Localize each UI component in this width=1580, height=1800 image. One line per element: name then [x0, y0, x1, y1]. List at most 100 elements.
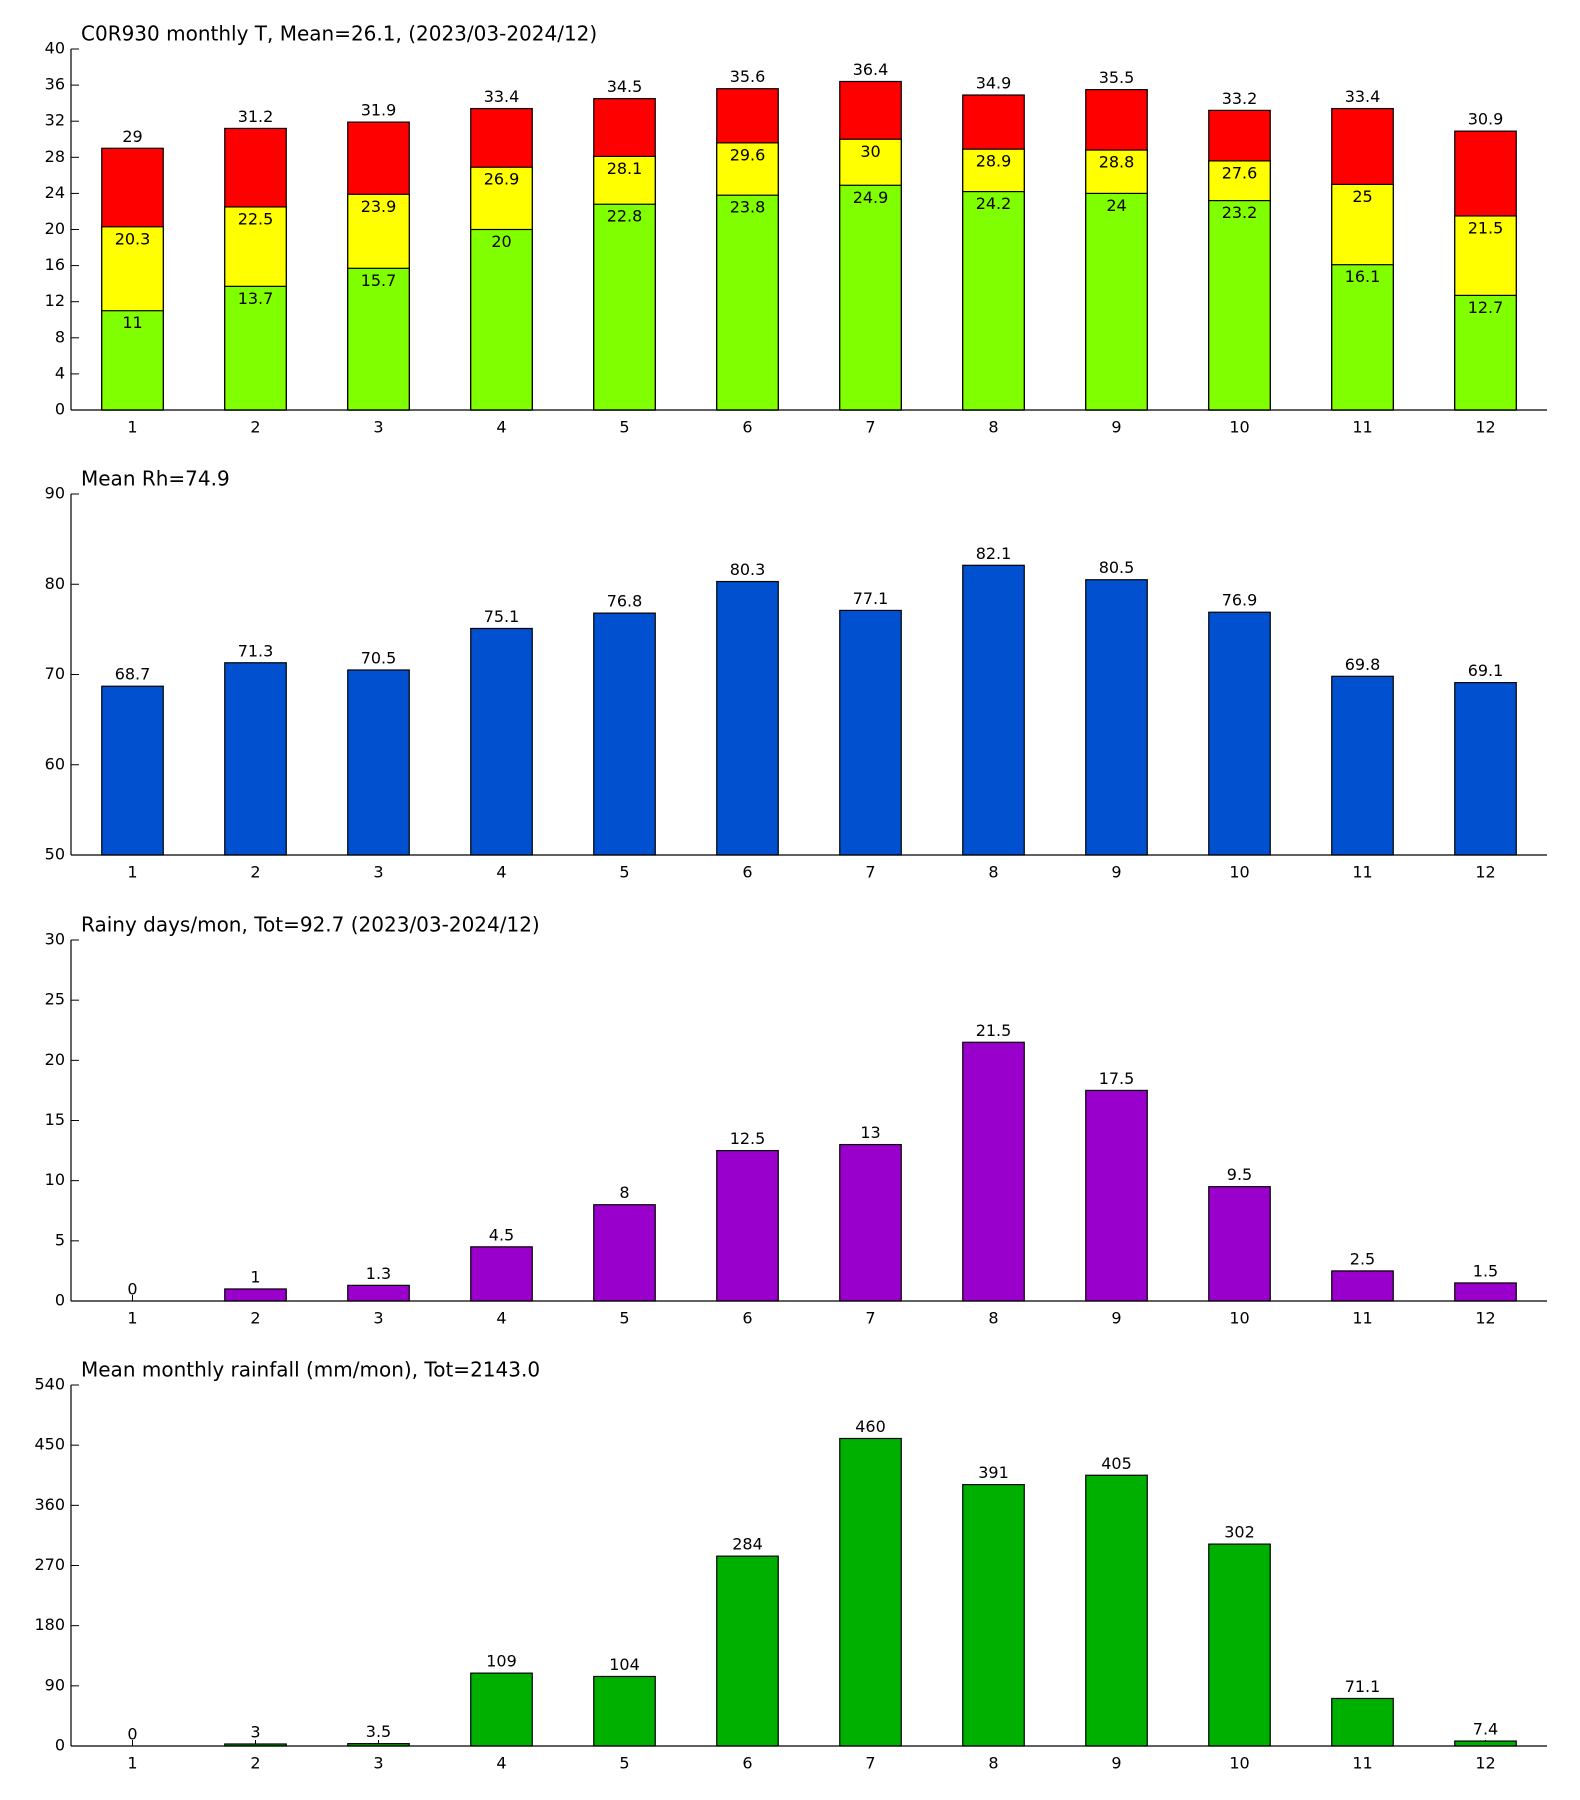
value-label: 29.6	[730, 145, 766, 164]
y-tick-label: 15	[45, 1110, 65, 1129]
chart-title: Rainy days/mon, Tot=92.7 (2023/03-2024/1…	[81, 913, 540, 937]
value-label: 11	[122, 313, 142, 332]
x-tick-label: 1	[127, 418, 137, 437]
y-tick-label: 450	[34, 1435, 65, 1454]
x-tick-label: 11	[1352, 1754, 1372, 1773]
x-tick-label: 7	[865, 863, 875, 882]
x-tick-label: 9	[1111, 863, 1121, 882]
bar	[1208, 200, 1271, 411]
value-label: 76.9	[1222, 591, 1258, 610]
value-label: 28.1	[607, 159, 643, 178]
value-label: 24	[1106, 196, 1126, 215]
value-label: 28.8	[1099, 153, 1135, 172]
value-label: 71.1	[1345, 1677, 1381, 1696]
chart-title: Mean Rh=74.9	[81, 467, 230, 491]
x-tick-label: 6	[742, 418, 752, 437]
value-label: 284	[732, 1535, 763, 1554]
value-label: 30	[860, 142, 880, 161]
value-label: 22.8	[607, 207, 643, 226]
y-tick-label: 60	[45, 754, 65, 773]
x-tick-label: 4	[496, 863, 506, 882]
value-label: 13.7	[238, 289, 274, 308]
x-tick-label: 12	[1475, 418, 1495, 437]
x-tick-label: 9	[1111, 418, 1121, 437]
bar	[962, 190, 1025, 411]
bar	[1331, 1697, 1394, 1747]
x-tick-label: 2	[250, 863, 260, 882]
bar	[1085, 192, 1148, 411]
x-tick-label: 5	[619, 863, 629, 882]
value-label: 80.3	[730, 560, 766, 579]
x-tick-label: 8	[988, 1309, 998, 1328]
x-tick-label: 8	[988, 1754, 998, 1773]
bar	[101, 310, 164, 411]
value-label: 0	[127, 1280, 137, 1299]
value-label: 7.4	[1473, 1720, 1498, 1739]
value-label: 16.1	[1345, 267, 1381, 286]
x-tick-label: 10	[1229, 418, 1249, 437]
value-label: 20	[491, 232, 511, 251]
value-label: 34.9	[976, 74, 1012, 93]
y-tick-label: 40	[45, 39, 65, 58]
value-label: 460	[855, 1417, 886, 1436]
value-label: 9.5	[1227, 1165, 1252, 1184]
y-tick-label: 5	[55, 1230, 65, 1249]
value-label: 75.1	[484, 607, 520, 626]
value-label: 3.5	[366, 1722, 391, 1741]
value-label: 0	[127, 1725, 137, 1744]
y-tick-label: 0	[55, 1736, 65, 1755]
value-label: 33.2	[1222, 89, 1258, 108]
y-tick-label: 50	[45, 845, 65, 864]
y-tick-label: 180	[34, 1615, 65, 1634]
x-tick-label: 5	[619, 418, 629, 437]
value-label: 71.3	[238, 641, 274, 660]
bar	[1331, 264, 1394, 411]
y-tick-label: 20	[45, 1050, 65, 1069]
bar	[470, 1246, 533, 1302]
x-tick-label: 4	[496, 1754, 506, 1773]
y-tick-label: 28	[45, 147, 65, 166]
value-label: 15.7	[361, 271, 397, 290]
bar	[593, 612, 656, 856]
value-label: 12.7	[1468, 298, 1504, 317]
value-label: 13	[860, 1123, 880, 1142]
x-tick-label: 5	[619, 1754, 629, 1773]
x-tick-label: 9	[1111, 1754, 1121, 1773]
bar	[962, 564, 1025, 856]
bar	[1454, 682, 1517, 856]
x-tick-label: 12	[1475, 863, 1495, 882]
value-label: 77.1	[853, 589, 889, 608]
bar	[1454, 1282, 1517, 1302]
value-label: 36.4	[853, 60, 889, 79]
x-tick-label: 10	[1229, 1754, 1249, 1773]
x-tick-label: 2	[250, 418, 260, 437]
value-label: 68.7	[115, 665, 151, 684]
value-label: 23.8	[730, 198, 766, 217]
x-tick-label: 11	[1352, 1309, 1372, 1328]
y-tick-label: 16	[45, 255, 65, 274]
value-label: 31.2	[238, 107, 274, 126]
x-tick-label: 10	[1229, 863, 1249, 882]
value-label: 70.5	[361, 648, 397, 667]
x-tick-label: 7	[865, 418, 875, 437]
value-label: 24.9	[853, 188, 889, 207]
y-tick-label: 20	[45, 219, 65, 238]
value-label: 391	[978, 1463, 1009, 1482]
value-label: 8	[619, 1183, 629, 1202]
bar	[470, 627, 533, 856]
value-label: 29	[122, 127, 142, 146]
value-label: 20.3	[115, 229, 151, 248]
bar	[1085, 1089, 1148, 1302]
value-label: 109	[486, 1652, 517, 1671]
bar	[470, 228, 533, 411]
bar	[839, 1437, 902, 1747]
value-label: 30.9	[1468, 110, 1504, 129]
y-tick-label: 90	[45, 1675, 65, 1694]
value-label: 31.9	[361, 101, 397, 120]
value-label: 35.5	[1099, 68, 1135, 87]
x-tick-label: 11	[1352, 418, 1372, 437]
value-label: 302	[1224, 1523, 1255, 1542]
x-tick-label: 8	[988, 863, 998, 882]
value-label: 24.2	[976, 194, 1012, 213]
